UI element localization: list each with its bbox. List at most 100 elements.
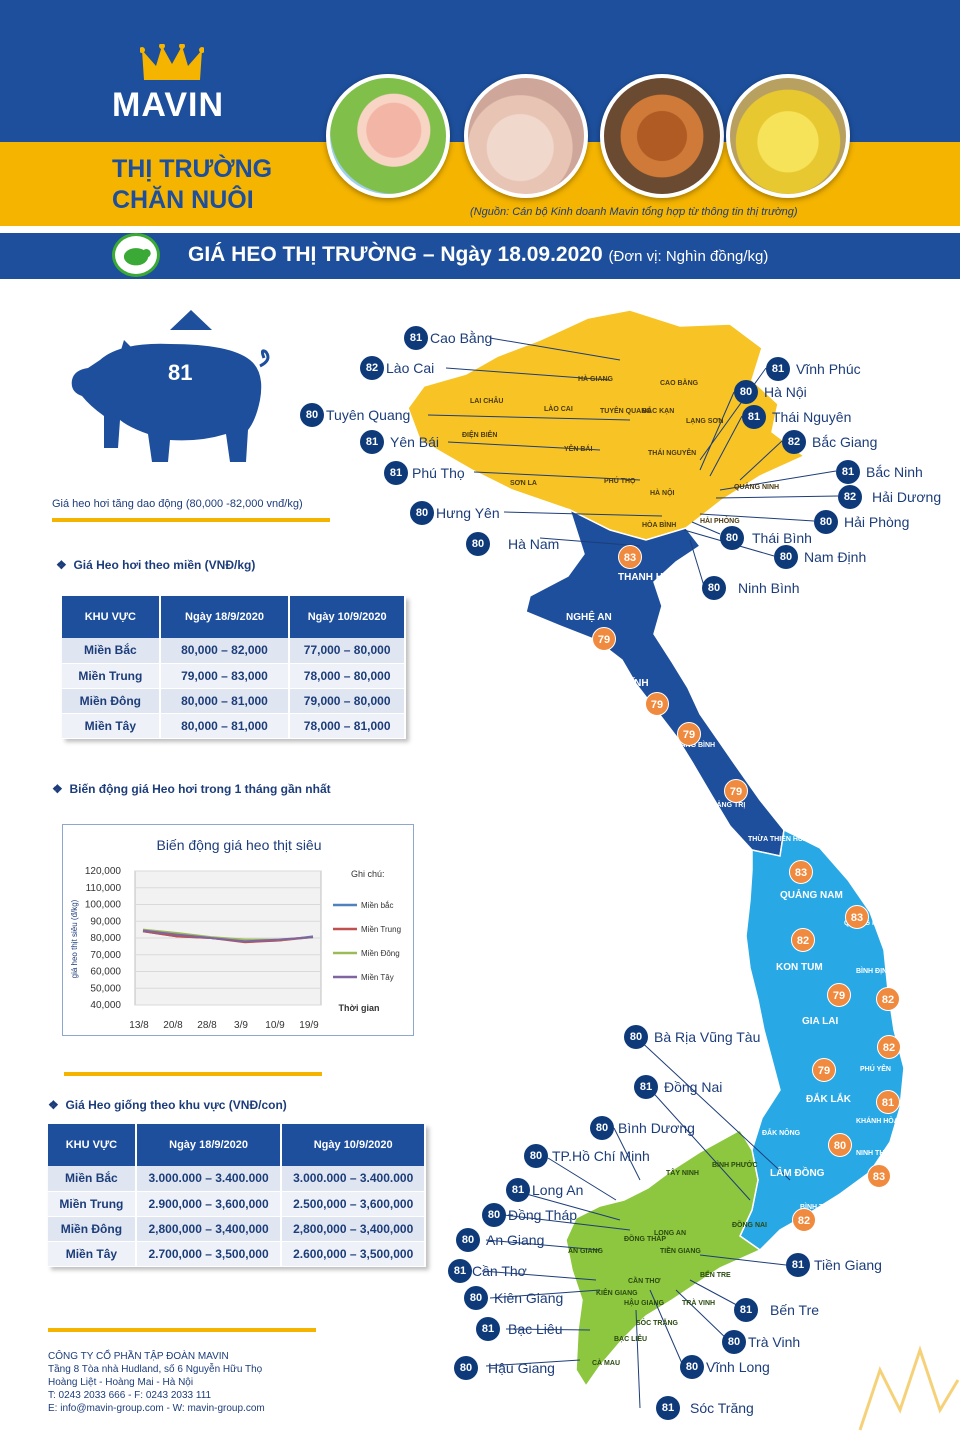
map-province-label: Bà Rịa Vũng Tàu — [654, 1029, 761, 1045]
source-note: (Nguồn: Cán bộ Kinh doanh Mavin tổng hợp… — [470, 206, 798, 218]
x-tick-label: 10/9 — [265, 1020, 285, 1031]
map-price-badge: 81 — [766, 357, 790, 381]
legend-title: Ghi chú: — [351, 869, 385, 879]
brand-logo: MAVIN — [112, 86, 225, 124]
map-province-label: Vĩnh Phúc — [796, 361, 861, 377]
map-region-label: BÌNH ĐỊNH — [856, 968, 893, 975]
map-price-badge: 80 — [456, 1228, 480, 1252]
map-price-badge: 82 — [782, 430, 806, 454]
map-region-label: QUẢNG NAM — [780, 890, 843, 901]
map-province-label: Tiền Giang — [814, 1257, 882, 1273]
map-price-badge: 81 — [734, 1298, 758, 1322]
chart-svg: Biến động giá heo thịt siêu 120,000 110,00… — [70, 837, 401, 1031]
map-price-badge: 81 — [506, 1178, 530, 1202]
main-title: GIÁ HEO THỊ TRƯỜNG – Ngày 18.09.2020 (Đơ… — [188, 243, 768, 267]
table-cell: 2.700,000 – 3,500,000 — [135, 1241, 283, 1267]
x-tick-label: 28/8 — [197, 1020, 217, 1031]
y-tick-label: 90,000 — [90, 916, 121, 927]
table-cell: 80,000 – 81,000 — [159, 688, 291, 714]
pig-silhouette-icon — [71, 340, 270, 462]
table-row: Miền Tây 80,000 – 81,000 78,000 – 81,000 — [62, 713, 406, 739]
table-row: Miền Bắc 3.000.000 – 3.400.000 3.000.000… — [48, 1166, 426, 1192]
map-region-label: TÂY NINH — [666, 1170, 699, 1177]
pig-price-note: Giá heo hơi tăng dao động (80,000 -82,00… — [52, 498, 303, 510]
x-tick-label: 3/9 — [234, 1020, 248, 1031]
leader-lines — [427, 337, 839, 1409]
region-table-heading-text: Giá Heo hơi theo miền (VNĐ/kg) — [73, 558, 256, 572]
map-region-label: PHÚ YÊN — [860, 1066, 891, 1073]
map-price-badge: 83 — [845, 905, 869, 929]
map-price-badge: 79 — [592, 627, 616, 651]
y-tick-label: 70,000 — [90, 950, 121, 961]
chart-heading: ❖ Biến động giá Heo hơi trong 1 tháng gầ… — [52, 782, 331, 796]
x-tick-label: 20/8 — [163, 1020, 183, 1031]
pig-logo-icon — [112, 233, 160, 277]
y-tick-label: 50,000 — [90, 983, 121, 994]
map-province-label: Bắc Giang — [812, 434, 878, 450]
footer-address2: Hoàng Liệt - Hoàng Mai - Hà Nội — [48, 1377, 194, 1388]
table-cell: 2.600,000 – 3,500,000 — [281, 1241, 426, 1267]
map-province-label: Bắc Ninh — [866, 464, 923, 480]
map-region-label: SƠN LA — [510, 480, 537, 487]
map-price-badge: 80 — [454, 1356, 478, 1380]
map-region-label: PHÚ THỌ — [604, 478, 636, 485]
map-region-north-central — [525, 508, 785, 857]
hen-photo — [600, 74, 724, 198]
region-table-heading: ❖ Giá Heo hơi theo miền (VNĐ/kg) — [56, 558, 255, 572]
map-price-badge: 83 — [618, 545, 642, 569]
map-province-label: Đồng Tháp — [508, 1207, 578, 1223]
table-row: Miền Bắc 80,000 – 82,000 77,000 – 80,000 — [62, 638, 406, 664]
table-cell: 3.000.000 – 3.400.000 — [281, 1166, 426, 1192]
legend-entry: Miền Tây — [361, 973, 394, 982]
map-region-label: HẢI PHÒNG — [700, 518, 740, 525]
legend-entry: Miền Đông — [361, 949, 400, 958]
map-province-label: Lào Cai — [386, 360, 435, 376]
table-cell: 77,000 – 80,000 — [289, 638, 406, 664]
map-price-badge: 81 — [836, 460, 860, 484]
leader-line — [649, 1289, 685, 1369]
map-region-label: ĐIỆN BIÊN — [462, 432, 498, 439]
ducklings-photo — [726, 74, 850, 198]
leader-line — [485, 1239, 601, 1251]
map-price-badge: 80 — [482, 1203, 506, 1227]
map-region-label: LÀO CAI — [544, 406, 573, 413]
leader-line — [539, 537, 641, 547]
map-price-badge: 82 — [877, 1035, 901, 1059]
diamond-bullet-icon: ❖ — [56, 558, 67, 572]
series-line — [142, 929, 314, 943]
footer-address1: Tầng 8 Tòa nhà Hudland, số 6 Nguyễn Hữu … — [48, 1364, 263, 1375]
map-region-label: AN GIANG — [568, 1248, 603, 1255]
map-region-label: TRÀ VINH — [682, 1300, 716, 1307]
main-title-text: GIÁ HEO THỊ TRƯỜNG – Ngày 18.09.2020 — [188, 243, 603, 266]
diamond-bullet-icon: ❖ — [48, 1098, 59, 1112]
leader-line — [699, 391, 735, 471]
table-cell: 78,000 – 80,000 — [289, 663, 406, 689]
map-region-label: BẠC LIÊU — [614, 1336, 648, 1343]
table-cell: Miền Đông — [62, 688, 161, 714]
map-price-badge: 80 — [734, 380, 758, 404]
map-region-label: LẠNG SƠN — [686, 418, 724, 425]
map-price-badge: 81 — [656, 1396, 680, 1420]
map-price-badge: 80 — [466, 532, 490, 556]
map-price-badge: 80 — [464, 1286, 488, 1310]
map-price-badge: 81 — [360, 430, 384, 454]
table-cell: Miền Trung — [48, 1191, 137, 1217]
unit-note: (Đơn vị: Nghìn đồng/kg) — [608, 248, 769, 265]
header-title: THỊ TRƯỜNG CHĂN NUÔI — [112, 154, 272, 216]
table-cell: 80,000 – 82,000 — [159, 638, 291, 664]
leader-line — [699, 513, 815, 522]
map-price-badge: 80 — [300, 403, 324, 427]
y-tick-label: 60,000 — [90, 967, 121, 978]
y-axis-label: giá heo thịt siêu (đ/kg) — [70, 899, 79, 978]
map-region-label: LAI CHÂU — [470, 398, 504, 405]
col-header-region: KHU VỰC — [62, 596, 161, 638]
y-tick-label: 80,000 — [90, 933, 121, 944]
map-region-label: GIA LAI — [802, 1016, 839, 1027]
map-price-badge: 81 — [876, 1090, 900, 1114]
col-header-date2: Ngày 10/9/2020 — [289, 596, 406, 638]
table-row: Miền Đông 80,000 – 81,000 79,000 – 80,00… — [62, 688, 406, 714]
leader-line — [481, 1270, 597, 1281]
y-tick-label: 110,000 — [86, 883, 122, 894]
table-cell: Miền Tây — [48, 1241, 137, 1267]
divider-line — [64, 1072, 322, 1076]
